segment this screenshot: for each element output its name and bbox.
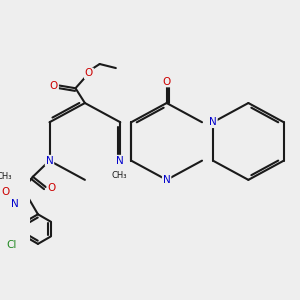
Text: N: N	[209, 117, 217, 127]
Text: N: N	[11, 199, 19, 208]
Text: CH₃: CH₃	[111, 171, 127, 180]
Text: CH₃: CH₃	[0, 172, 12, 181]
Text: N: N	[46, 156, 53, 166]
Text: N: N	[116, 156, 124, 166]
Text: O: O	[85, 68, 93, 78]
Text: O: O	[47, 183, 56, 194]
Text: N: N	[163, 175, 170, 185]
Text: O: O	[163, 76, 171, 86]
Text: O: O	[50, 80, 58, 91]
Text: O: O	[2, 188, 10, 197]
Text: Cl: Cl	[6, 240, 16, 250]
